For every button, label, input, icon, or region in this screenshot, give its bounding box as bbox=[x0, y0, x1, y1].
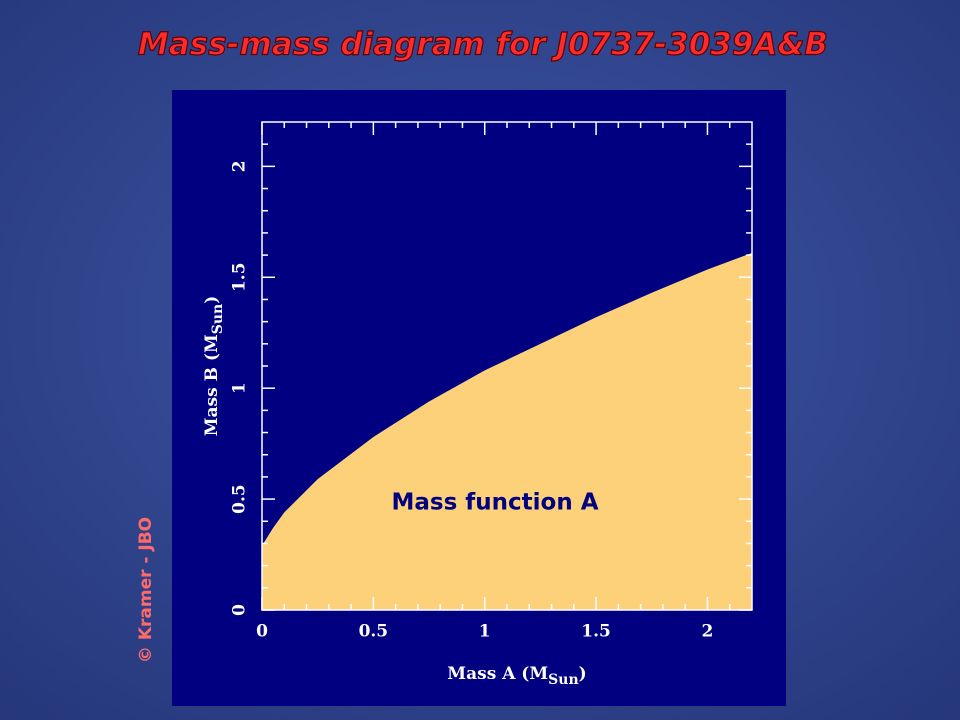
x-tick-label: 0 bbox=[256, 622, 268, 642]
y-tick-label: 1 bbox=[230, 382, 250, 394]
x-axis-label-close: ) bbox=[579, 664, 587, 684]
x-axis-label: Mass A (MSun) bbox=[447, 664, 586, 689]
x-tick-label: 1 bbox=[479, 622, 491, 642]
x-tick-label: 1.5 bbox=[581, 622, 611, 642]
y-tick-label: 0.5 bbox=[230, 484, 250, 514]
y-axis-label-main: Mass B (M bbox=[202, 334, 222, 436]
y-axis-label-close: ) bbox=[202, 296, 222, 304]
y-tick-label: 0 bbox=[230, 604, 250, 616]
credit: © Kramer - JBO bbox=[136, 517, 156, 663]
x-axis-label-main: Mass A (M bbox=[447, 664, 548, 684]
x-tick-label: 0.5 bbox=[359, 622, 389, 642]
area bbox=[262, 252, 752, 610]
y-tick-label: 2 bbox=[230, 160, 250, 172]
x-axis-label-sub: Sun bbox=[548, 672, 578, 688]
y-axis-label: Mass B (MSun) bbox=[202, 296, 227, 437]
y-tick-label: 1.5 bbox=[230, 262, 250, 292]
slide-title: Mass-mass diagram for J0737-3039A&B bbox=[138, 27, 828, 63]
annotation: Mass function A bbox=[391, 490, 598, 516]
x-tick-label: 2 bbox=[702, 622, 714, 642]
y-axis-label-sub: Sun bbox=[210, 304, 226, 334]
